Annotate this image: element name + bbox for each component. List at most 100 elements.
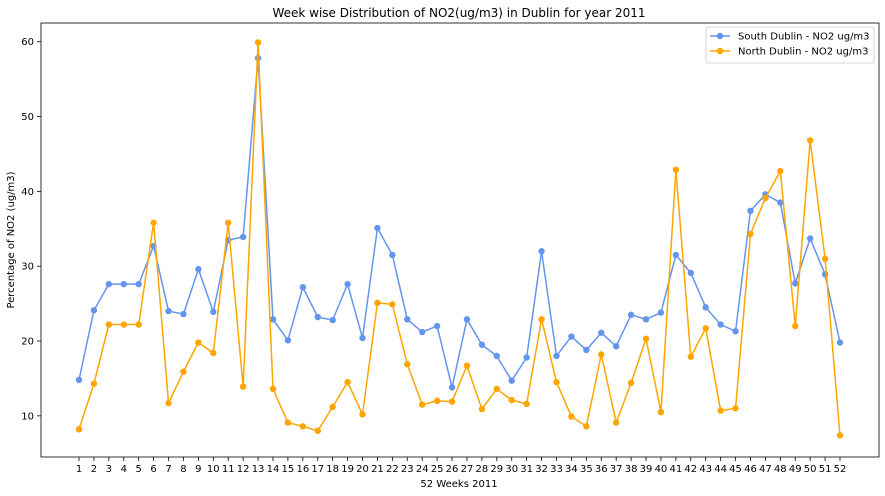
x-tick-label: 8: [180, 464, 186, 475]
x-tick-label: 10: [207, 464, 220, 475]
data-point: [747, 230, 754, 238]
x-tick-label: 1: [76, 464, 82, 475]
chart-title: Week wise Distribution of NO2(ug/m3) in …: [272, 6, 645, 20]
data-point: [538, 248, 545, 255]
x-tick-label: 52: [834, 464, 847, 475]
data-point: [836, 432, 844, 439]
x-tick-label: 51: [819, 464, 832, 475]
data-point: [404, 361, 411, 368]
data-point: [448, 398, 456, 405]
data-point: [404, 316, 411, 323]
data-point: [90, 307, 98, 314]
data-point: [329, 316, 336, 324]
data-point: [254, 39, 262, 46]
x-tick-label: 2: [91, 464, 97, 475]
x-tick-label: 37: [610, 464, 623, 475]
x-tick-label: 46: [744, 464, 757, 475]
x-tick-label: 21: [371, 464, 384, 475]
x-tick-label: 11: [222, 464, 235, 475]
data-point: [210, 349, 217, 357]
data-point: [269, 316, 277, 323]
data-point: [135, 280, 142, 288]
x-tick-label: 17: [311, 464, 324, 475]
data-point: [493, 352, 501, 360]
x-tick-label: 33: [550, 464, 563, 475]
data-point: [792, 280, 799, 287]
x-tick-label: 34: [565, 464, 578, 475]
data-point: [836, 339, 844, 346]
legend-label: South Dublin - NO2 ug/m3: [738, 32, 870, 43]
x-tick-label: 44: [714, 464, 727, 475]
data-point: [523, 400, 530, 408]
x-tick-label: 13: [252, 464, 265, 475]
y-tick-label: 20: [21, 337, 34, 348]
data-point: [568, 333, 575, 340]
data-point: [821, 255, 829, 262]
x-tick-label: 27: [461, 464, 474, 475]
data-point: [627, 379, 635, 387]
data-point: [777, 199, 784, 206]
data-point: [806, 235, 814, 242]
data-point: [777, 167, 784, 175]
data-point: [210, 308, 217, 316]
data-point: [135, 321, 142, 328]
series-line: [78, 42, 841, 436]
data-point: [195, 339, 202, 346]
x-tick-label: 12: [237, 464, 250, 475]
legend: South Dublin - NO2 ug/m3 North Dublin - N…: [705, 26, 875, 64]
data-point: [269, 385, 277, 393]
data-point: [747, 207, 754, 215]
legend-marker: [716, 32, 724, 40]
x-tick-label: 26: [446, 464, 459, 475]
data-point: [732, 405, 739, 412]
data-point: [717, 321, 724, 328]
data-point: [150, 219, 157, 226]
data-point: [762, 194, 769, 202]
data-point: [598, 329, 605, 336]
data-point: [314, 427, 321, 435]
data-point: [448, 384, 456, 391]
x-tick-label: 22: [386, 464, 399, 475]
data-point: [702, 304, 709, 311]
y-tick-label: 10: [21, 411, 34, 422]
data-point: [105, 280, 113, 288]
data-point: [165, 399, 172, 407]
data-point: [90, 380, 98, 387]
data-point: [299, 423, 307, 430]
data-point: [433, 397, 441, 405]
y-axis-label: Percentage of NO2 (ug/m3): [6, 171, 17, 308]
data-point: [433, 322, 441, 330]
data-point: [389, 301, 396, 308]
x-tick-label: 49: [789, 464, 802, 475]
x-tick-label: 47: [759, 464, 772, 475]
x-tick-label: 30: [505, 464, 518, 475]
x-tick-label: 3: [106, 464, 112, 475]
data-point: [642, 335, 650, 342]
data-point: [553, 378, 560, 386]
data-point: [120, 280, 127, 288]
x-tick-label: 32: [535, 464, 548, 475]
y-tick-label: 50: [21, 112, 34, 123]
data-point: [493, 385, 501, 393]
x-tick-label: 9: [195, 464, 201, 475]
data-point: [702, 325, 709, 332]
data-point: [359, 334, 366, 342]
y-tick-label: 40: [21, 187, 34, 198]
data-point: [344, 280, 351, 288]
data-point: [418, 401, 426, 408]
data-point: [239, 233, 247, 241]
y-axis: 10 20 30 40 50 60: [21, 37, 41, 422]
data-point: [687, 269, 694, 277]
x-tick-label: 43: [699, 464, 712, 475]
series-layer: [75, 39, 844, 439]
x-tick-label: 42: [684, 464, 697, 475]
data-point: [314, 313, 321, 321]
x-tick-label: 38: [625, 464, 638, 475]
data-point: [553, 352, 560, 360]
x-axis: 1 2 3 4 5 6 7 8 9 10 11 12 13 14 15 16 17 18 19 20 21 22 23 24 2…: [76, 457, 847, 475]
data-point: [239, 383, 247, 390]
x-tick-label: 25: [431, 464, 444, 475]
data-point: [463, 362, 471, 369]
data-point: [374, 299, 381, 307]
